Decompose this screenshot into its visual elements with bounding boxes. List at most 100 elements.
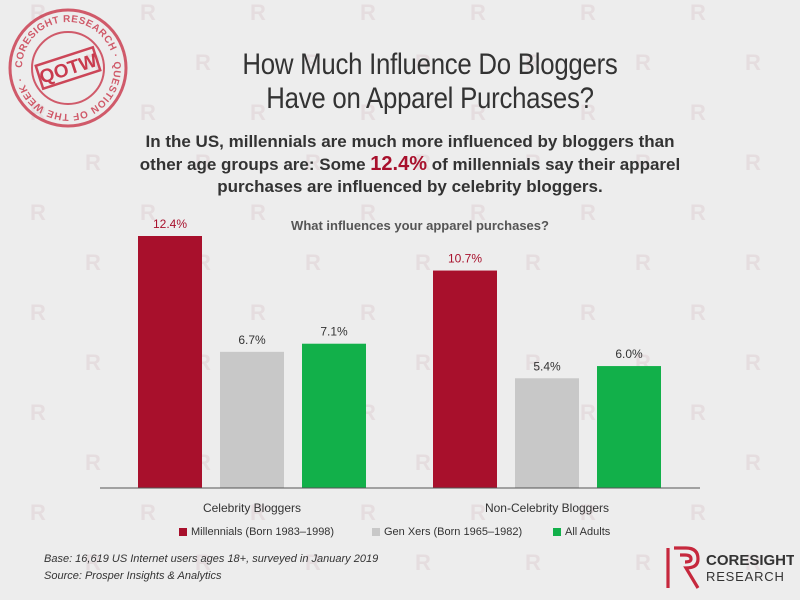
- title-line-1: How Much Influence Do Bloggers: [242, 48, 618, 81]
- watermark-mark: R: [635, 550, 651, 575]
- subtitle-line-1: In the US, millennials are much more inf…: [145, 132, 675, 151]
- watermark-mark: R: [195, 150, 211, 175]
- watermark-mark: R: [250, 300, 266, 325]
- watermark-mark: R: [85, 250, 101, 275]
- watermark-mark: R: [690, 400, 706, 425]
- legend-swatch-adults: [553, 528, 561, 536]
- watermark-mark: R: [690, 0, 706, 25]
- subtitle-line-3: purchases are influenced by celebrity bl…: [217, 177, 603, 196]
- title-line-2: Have on Apparel Purchases?: [266, 82, 594, 115]
- watermark-mark: R: [250, 100, 266, 125]
- watermark-mark: R: [415, 450, 431, 475]
- watermark-mark: R: [525, 150, 541, 175]
- watermark-mark: R: [30, 200, 46, 225]
- watermark-mark: R: [140, 100, 156, 125]
- watermark-mark: R: [415, 150, 431, 175]
- watermark-mark: R: [415, 50, 431, 75]
- page-title: How Much Influence Do Bloggers Have on A…: [189, 48, 671, 116]
- watermark-mark: R: [85, 550, 101, 575]
- watermark-mark: R: [360, 100, 376, 125]
- bar-genx-celebrity: [220, 351, 284, 488]
- data-label-adults-celebrity: 7.1%: [320, 325, 348, 339]
- legend-label-genx: Gen Xers (Born 1965–1982): [384, 526, 523, 538]
- watermark-mark: R: [525, 50, 541, 75]
- subtitle-highlight: 12.4%: [370, 153, 427, 175]
- subtitle-line-2: other age groups are: Some 12.4% of mill…: [95, 153, 725, 176]
- watermark-mark: R: [30, 400, 46, 425]
- watermark-mark: R: [415, 350, 431, 375]
- watermark-mark: R: [195, 550, 211, 575]
- watermark-mark: R: [690, 100, 706, 125]
- watermark-mark: R: [525, 550, 541, 575]
- watermark-mark: R: [745, 550, 761, 575]
- logo-line-2: RESEARCH: [706, 569, 785, 584]
- qotw-stamp-logo: CORESIGHT RESEARCH · QUESTION OF THE WEE…: [8, 8, 128, 128]
- watermark-mark: R: [30, 0, 46, 25]
- watermark-mark: R: [745, 450, 761, 475]
- watermark-mark: R: [305, 250, 321, 275]
- logo-line-1: CORESIGHT: [706, 552, 794, 569]
- watermark-mark: R: [635, 250, 651, 275]
- watermark-mark: R: [30, 500, 46, 525]
- watermark-mark: R: [580, 0, 596, 25]
- watermark-mark: R: [580, 300, 596, 325]
- watermark-mark: R: [525, 250, 541, 275]
- bar-millennials-celebrity: [138, 236, 202, 488]
- category-label-non-celebrity: Non-Celebrity Bloggers: [485, 501, 609, 515]
- watermark-mark: R: [525, 350, 541, 375]
- watermark-mark: R: [415, 250, 431, 275]
- subtitle-line-2-start: other age groups are: Some: [139, 155, 371, 174]
- watermark-mark: R: [580, 400, 596, 425]
- watermark-mark: R: [30, 300, 46, 325]
- watermark-mark: R: [690, 500, 706, 525]
- chart-title: What influences your apparel purchases?: [291, 218, 549, 233]
- watermark-mark: R: [250, 200, 266, 225]
- watermark-mark: R: [745, 50, 761, 75]
- category-label-celebrity: Celebrity Bloggers: [203, 501, 301, 515]
- watermark-mark: R: [415, 550, 431, 575]
- subtitle-line-2-end: of millennials say their apparel: [427, 155, 681, 174]
- data-label-millennials-celebrity: 12.4%: [153, 217, 187, 231]
- data-label-genx-celebrity: 6.7%: [238, 333, 266, 347]
- footer-source-note: Source: Prosper Insights & Analytics: [44, 570, 222, 582]
- watermark-mark: R: [690, 300, 706, 325]
- watermark-mark: R: [140, 200, 156, 225]
- watermark-mark: R: [690, 200, 706, 225]
- watermark-mark: R: [360, 300, 376, 325]
- watermark-mark: R: [140, 500, 156, 525]
- footer-base-note: Base: 16,619 US Internet users ages 18+,…: [44, 553, 379, 565]
- legend-label-adults: All Adults: [565, 526, 611, 538]
- bar-adults-celebrity: [302, 343, 366, 488]
- watermark-mark: R: [85, 150, 101, 175]
- watermark-mark: R: [635, 150, 651, 175]
- legend-swatch-genx: [372, 528, 380, 536]
- data-label-genx-non-celebrity: 5.4%: [533, 359, 561, 373]
- data-label-millennials-non-celebrity: 10.7%: [448, 252, 482, 266]
- legend-item-genx: Gen Xers (Born 1965–1982): [372, 526, 522, 538]
- subtitle: In the US, millennials are much more inf…: [95, 131, 725, 198]
- watermark-mark: R: [195, 50, 211, 75]
- watermark-mark: R: [360, 200, 376, 225]
- coresight-research-logo: CORESIGHT RESEARCH: [666, 546, 794, 589]
- bar-genx-non-celebrity: [515, 378, 579, 488]
- watermark-mark: R: [470, 0, 486, 25]
- watermark-mark: R: [85, 450, 101, 475]
- legend-label-millennials: Millennials (Born 1983–1998): [191, 526, 335, 538]
- bar-millennials-non-celebrity: [433, 270, 497, 488]
- watermark-mark: R: [580, 500, 596, 525]
- chart-legend: Millennials (Born 1983–1998) Gen Xers (B…: [140, 526, 660, 542]
- watermark-mark: R: [305, 550, 321, 575]
- watermark-mark: R: [470, 500, 486, 525]
- watermark-mark: R: [250, 0, 266, 25]
- legend-item-millennials: Millennials (Born 1983–1998): [179, 526, 334, 538]
- watermark-mark: R: [635, 50, 651, 75]
- legend-item-adults: All Adults: [553, 526, 610, 538]
- watermark-mark: R: [360, 0, 376, 25]
- watermark-mark: R: [470, 100, 486, 125]
- watermark-mark: R: [250, 500, 266, 525]
- watermark-mark: R: [745, 250, 761, 275]
- watermark-mark: R: [580, 200, 596, 225]
- data-label-adults-non-celebrity: 6.0%: [615, 347, 643, 361]
- bar-adults-non-celebrity: [597, 366, 661, 488]
